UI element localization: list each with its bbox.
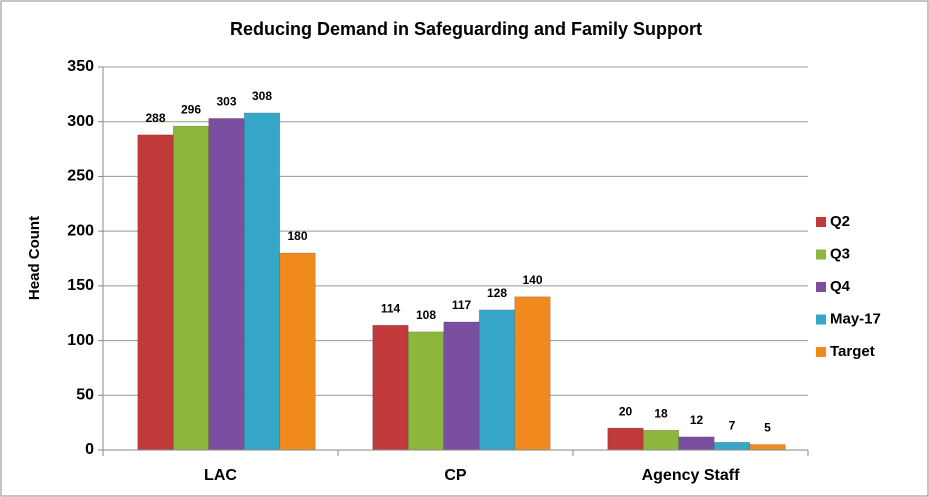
bar xyxy=(208,118,245,451)
data-label: 12 xyxy=(690,413,704,427)
bar xyxy=(478,309,516,451)
y-tick-label: 200 xyxy=(67,222,94,239)
legend-label: Q3 xyxy=(830,245,850,262)
x-tick-label: CP xyxy=(444,467,467,484)
legend-swatch xyxy=(816,347,826,357)
data-label: 288 xyxy=(145,111,165,125)
bar xyxy=(279,252,316,451)
data-label: 308 xyxy=(252,89,272,103)
y-tick-label: 0 xyxy=(85,441,94,458)
data-label: 296 xyxy=(181,102,201,116)
y-tick-label: 300 xyxy=(67,113,94,130)
data-label: 18 xyxy=(654,406,668,420)
data-label: 7 xyxy=(729,419,736,433)
legend-swatch xyxy=(816,249,826,260)
data-label: 117 xyxy=(452,298,472,312)
data-label: 303 xyxy=(216,95,236,109)
legend-label: Q4 xyxy=(830,278,851,295)
legend-swatch xyxy=(816,314,826,325)
y-tick-label: 100 xyxy=(67,332,94,349)
y-tick-label: 350 xyxy=(67,58,94,75)
bar xyxy=(642,430,680,451)
data-label: 5 xyxy=(764,421,771,435)
bar xyxy=(713,442,751,451)
legend-swatch xyxy=(816,217,826,227)
bar xyxy=(243,112,281,451)
x-tick-label: LAC xyxy=(204,467,237,484)
bar xyxy=(607,427,644,451)
y-tick-label: 50 xyxy=(76,387,94,404)
bar xyxy=(514,296,551,451)
bar xyxy=(749,444,786,451)
bar xyxy=(137,134,174,451)
data-label: 180 xyxy=(287,229,307,243)
y-axis-label: Head Count xyxy=(26,216,43,300)
legend-label: Q2 xyxy=(830,213,850,230)
data-label: 20 xyxy=(619,404,633,418)
data-label: 114 xyxy=(381,301,401,315)
legend-swatch xyxy=(816,282,826,292)
legend-label: Target xyxy=(830,343,875,360)
bar xyxy=(372,324,409,451)
y-tick-label: 250 xyxy=(67,168,94,185)
y-tick-label: 150 xyxy=(67,277,94,294)
bar xyxy=(172,125,210,451)
legend-label: May-17 xyxy=(830,310,881,327)
data-label: 108 xyxy=(416,308,436,322)
data-label: 128 xyxy=(487,286,507,300)
chart-title: Reducing Demand in Safeguarding and Fami… xyxy=(230,19,702,39)
bar xyxy=(678,436,715,451)
data-label: 140 xyxy=(522,273,542,287)
x-tick-label: Agency Staff xyxy=(642,467,740,484)
bar xyxy=(407,331,445,451)
bar xyxy=(443,321,480,451)
